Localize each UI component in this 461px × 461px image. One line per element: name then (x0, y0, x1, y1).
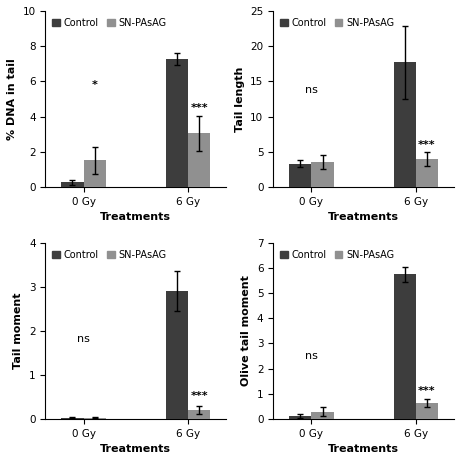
Legend: Control, SN-PAsAG: Control, SN-PAsAG (278, 16, 396, 30)
Legend: Control, SN-PAsAG: Control, SN-PAsAG (278, 248, 396, 261)
Text: ***: *** (190, 391, 208, 401)
Bar (166, 291, 188, 419)
X-axis label: Treatments: Treatments (100, 212, 171, 222)
Y-axis label: % DNA in tail: % DNA in tail (7, 58, 17, 140)
Y-axis label: Tail moment: Tail moment (13, 293, 24, 369)
Bar (311, 161, 334, 187)
Bar (188, 410, 210, 419)
Text: *: * (92, 80, 98, 90)
Bar (416, 159, 438, 187)
Text: ns: ns (305, 351, 318, 361)
Bar (289, 416, 311, 419)
Text: ***: *** (418, 386, 436, 396)
Bar (166, 59, 188, 187)
Bar (394, 274, 416, 419)
Text: ns: ns (305, 85, 318, 95)
Bar (61, 183, 83, 187)
Bar (61, 418, 83, 419)
Text: ***: *** (418, 140, 436, 150)
X-axis label: Treatments: Treatments (328, 444, 399, 454)
Bar (188, 133, 210, 187)
Y-axis label: Olive tail moment: Olive tail moment (241, 275, 251, 386)
X-axis label: Treatments: Treatments (328, 212, 399, 222)
Text: ***: *** (190, 103, 208, 113)
Bar (83, 418, 106, 419)
Y-axis label: Tail length: Tail length (235, 66, 245, 131)
Legend: Control, SN-PAsAG: Control, SN-PAsAG (50, 248, 168, 261)
Bar (83, 160, 106, 187)
X-axis label: Treatments: Treatments (100, 444, 171, 454)
Bar (394, 62, 416, 187)
Bar (311, 412, 334, 419)
Bar (416, 403, 438, 419)
Text: ns: ns (77, 334, 90, 344)
Bar (289, 164, 311, 187)
Legend: Control, SN-PAsAG: Control, SN-PAsAG (50, 16, 168, 30)
